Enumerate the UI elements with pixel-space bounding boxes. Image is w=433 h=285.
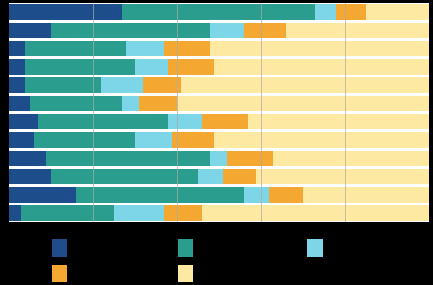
Bar <box>168 114 202 129</box>
Bar <box>9 132 34 148</box>
Bar <box>9 77 26 93</box>
Bar <box>315 4 336 20</box>
Bar <box>244 23 286 38</box>
Bar <box>46 150 210 166</box>
Bar <box>9 114 38 129</box>
Bar <box>139 96 177 111</box>
Bar <box>365 4 429 20</box>
Bar <box>172 132 214 148</box>
Bar <box>336 4 365 20</box>
Bar <box>51 169 197 184</box>
Bar <box>9 23 51 38</box>
Bar <box>51 23 210 38</box>
Bar <box>26 41 126 56</box>
Bar <box>227 150 273 166</box>
Bar <box>181 77 429 93</box>
Bar <box>126 41 164 56</box>
Bar <box>76 187 244 203</box>
Bar <box>210 41 429 56</box>
Bar <box>21 205 113 221</box>
Bar <box>210 23 244 38</box>
Bar <box>210 150 227 166</box>
Bar <box>38 114 168 129</box>
Bar <box>113 205 164 221</box>
Bar <box>269 187 303 203</box>
Bar <box>197 169 223 184</box>
Bar <box>9 187 76 203</box>
Bar <box>256 169 429 184</box>
Bar <box>135 59 168 75</box>
Bar <box>214 59 429 75</box>
Bar <box>244 187 269 203</box>
Bar <box>29 96 122 111</box>
Bar <box>214 132 429 148</box>
Bar <box>248 114 429 129</box>
Bar <box>168 59 214 75</box>
Bar <box>9 169 51 184</box>
Bar <box>202 114 248 129</box>
Bar <box>122 4 315 20</box>
Bar <box>122 96 139 111</box>
Bar <box>34 132 135 148</box>
Bar <box>9 59 26 75</box>
Bar <box>303 187 429 203</box>
Bar <box>9 150 46 166</box>
Bar <box>202 205 429 221</box>
Bar <box>223 169 256 184</box>
Bar <box>164 205 202 221</box>
Bar <box>177 96 429 111</box>
Bar <box>143 77 181 93</box>
Bar <box>286 23 429 38</box>
Bar <box>9 41 26 56</box>
Bar <box>9 4 122 20</box>
Bar <box>273 150 429 166</box>
Bar <box>135 132 172 148</box>
Bar <box>9 205 21 221</box>
Bar <box>9 96 29 111</box>
Bar <box>101 77 143 93</box>
Bar <box>164 41 210 56</box>
Bar <box>26 77 101 93</box>
Bar <box>26 59 135 75</box>
